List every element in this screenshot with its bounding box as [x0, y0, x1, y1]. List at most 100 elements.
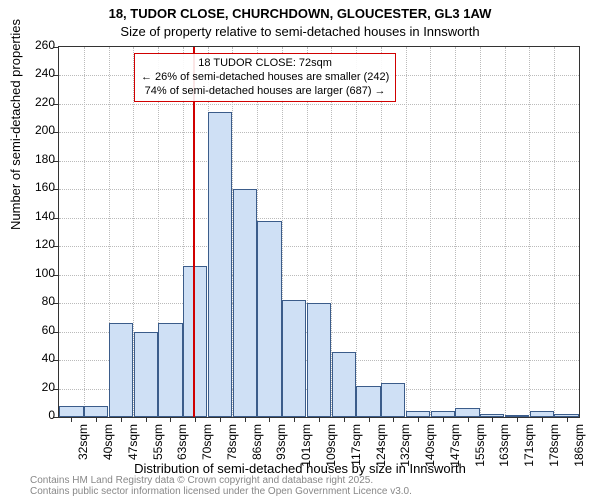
x-tick-mark: [319, 417, 320, 422]
histogram-bar: [59, 406, 83, 417]
x-tick-label: 70sqm: [200, 424, 214, 474]
footer-line1: Contains HM Land Registry data © Crown c…: [30, 475, 412, 486]
x-tick-mark: [96, 417, 97, 422]
x-tick-mark: [71, 417, 72, 422]
title-address: 18, TUDOR CLOSE, CHURCHDOWN, GLOUCESTER,…: [0, 6, 600, 21]
y-tick-label: 0: [15, 408, 55, 422]
x-tick-label: 132sqm: [398, 424, 412, 474]
x-tick-label: 86sqm: [250, 424, 264, 474]
x-tick-label: 155sqm: [473, 424, 487, 474]
grid-line-v: [529, 47, 530, 417]
x-tick-label: 186sqm: [572, 424, 586, 474]
x-tick-label: 101sqm: [299, 424, 313, 474]
x-tick-mark: [294, 417, 295, 422]
x-tick-mark: [121, 417, 122, 422]
y-tick-label: 160: [15, 180, 55, 194]
x-tick-mark: [170, 417, 171, 422]
grid-line-v: [554, 47, 555, 417]
x-tick-mark: [269, 417, 270, 422]
x-tick-label: 178sqm: [547, 424, 561, 474]
histogram-bar: [208, 112, 232, 417]
x-tick-label: 171sqm: [522, 424, 536, 474]
grid-line-h: [59, 218, 579, 219]
x-tick-label: 63sqm: [175, 424, 189, 474]
x-tick-label: 124sqm: [374, 424, 388, 474]
reference-info-box: 18 TUDOR CLOSE: 72sqm← 26% of semi-detac…: [134, 53, 396, 102]
grid-line-v: [406, 47, 407, 417]
info-box-line: 18 TUDOR CLOSE: 72sqm: [141, 57, 389, 71]
reference-line: [193, 47, 195, 417]
histogram-bar: [332, 352, 356, 417]
histogram-bar: [307, 303, 331, 417]
histogram-bar: [356, 386, 380, 417]
histogram-bar: [134, 332, 158, 417]
y-tick-label: 200: [15, 123, 55, 137]
y-tick-label: 20: [15, 380, 55, 394]
histogram-bar: [381, 383, 405, 417]
x-tick-label: 40sqm: [101, 424, 115, 474]
grid-line-v: [480, 47, 481, 417]
grid-line-h: [59, 132, 579, 133]
x-tick-mark: [443, 417, 444, 422]
y-tick-label: 40: [15, 351, 55, 365]
histogram-bar: [158, 323, 182, 417]
grid-line-h: [59, 189, 579, 190]
x-tick-label: 117sqm: [349, 424, 363, 474]
y-tick-label: 60: [15, 323, 55, 337]
grid-line-v: [505, 47, 506, 417]
chart-container: 18, TUDOR CLOSE, CHURCHDOWN, GLOUCESTER,…: [0, 0, 600, 500]
title-subtitle: Size of property relative to semi-detach…: [0, 24, 600, 39]
x-tick-label: 47sqm: [126, 424, 140, 474]
x-tick-mark: [220, 417, 221, 422]
x-tick-mark: [344, 417, 345, 422]
histogram-bar: [257, 221, 281, 417]
chart-plot-area: 18 TUDOR CLOSE: 72sqm← 26% of semi-detac…: [58, 46, 580, 418]
x-tick-label: 93sqm: [274, 424, 288, 474]
histogram-bar: [183, 266, 207, 417]
grid-line-h: [59, 246, 579, 247]
histogram-bar: [233, 189, 257, 417]
grid-line-v: [381, 47, 382, 417]
y-tick-label: 120: [15, 237, 55, 251]
x-tick-mark: [517, 417, 518, 422]
histogram-bar: [455, 408, 479, 417]
x-tick-mark: [492, 417, 493, 422]
grid-line-h: [59, 104, 579, 105]
x-tick-label: 147sqm: [448, 424, 462, 474]
grid-line-v: [430, 47, 431, 417]
grid-line-h: [59, 161, 579, 162]
y-tick-label: 100: [15, 266, 55, 280]
x-tick-mark: [418, 417, 419, 422]
x-tick-mark: [245, 417, 246, 422]
y-tick-label: 180: [15, 152, 55, 166]
histogram-bar: [84, 406, 108, 417]
x-tick-label: 55sqm: [151, 424, 165, 474]
x-tick-label: 163sqm: [497, 424, 511, 474]
grid-line-v: [455, 47, 456, 417]
x-tick-label: 78sqm: [225, 424, 239, 474]
footer-attribution: Contains HM Land Registry data © Crown c…: [30, 475, 412, 497]
x-tick-mark: [542, 417, 543, 422]
footer-line2: Contains public sector information licen…: [30, 486, 412, 497]
grid-line-h: [59, 275, 579, 276]
x-tick-mark: [393, 417, 394, 422]
histogram-bar: [109, 323, 133, 417]
info-box-line: ← 26% of semi-detached houses are smalle…: [141, 71, 389, 85]
x-tick-mark: [468, 417, 469, 422]
y-tick-label: 140: [15, 209, 55, 223]
x-tick-mark: [195, 417, 196, 422]
grid-line-v: [84, 47, 85, 417]
histogram-bar: [282, 300, 306, 417]
x-tick-label: 140sqm: [423, 424, 437, 474]
y-tick-label: 80: [15, 294, 55, 308]
x-tick-mark: [369, 417, 370, 422]
x-tick-mark: [146, 417, 147, 422]
x-tick-mark: [567, 417, 568, 422]
info-box-line: 74% of semi-detached houses are larger (…: [141, 85, 389, 99]
x-tick-label: 32sqm: [76, 424, 90, 474]
y-tick-label: 260: [15, 38, 55, 52]
x-tick-label: 109sqm: [324, 424, 338, 474]
grid-line-v: [356, 47, 357, 417]
y-tick-label: 220: [15, 95, 55, 109]
y-tick-label: 240: [15, 66, 55, 80]
